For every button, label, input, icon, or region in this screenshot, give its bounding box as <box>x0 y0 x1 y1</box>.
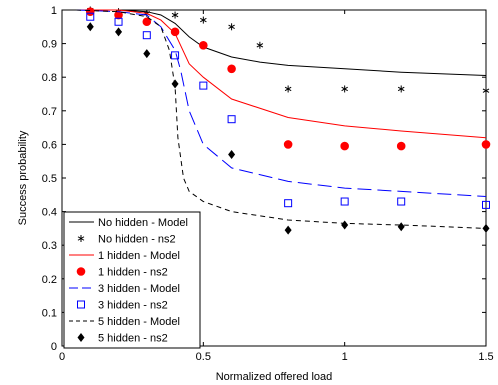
y-axis-label: Success probability <box>17 130 29 225</box>
y-tick-label: 0.7 <box>42 106 57 118</box>
y-tick-label: 0.6 <box>42 139 57 151</box>
legend-label: No hidden - ns2 <box>98 234 176 246</box>
data-point <box>171 28 179 36</box>
legend-label: 5 hidden - Model <box>98 316 180 328</box>
y-tick-label: 0.9 <box>42 39 57 51</box>
y-tick-label: 0.8 <box>42 72 57 84</box>
data-point <box>341 142 349 150</box>
y-tick-label: 0.3 <box>42 240 57 252</box>
y-tick-label: 1 <box>51 5 57 17</box>
y-tick-label: 0 <box>51 341 57 353</box>
x-tick-label: 1 <box>342 351 348 363</box>
legend-label: 1 hidden - Model <box>98 250 180 262</box>
x-tick-label: 0.5 <box>196 351 211 363</box>
y-tick-label: 0.5 <box>42 173 57 185</box>
y-tick-label: 0.4 <box>42 207 57 219</box>
legend-label: 3 hidden - Model <box>98 283 180 295</box>
legend-label: 1 hidden - ns2 <box>98 267 168 279</box>
data-point <box>200 41 208 49</box>
legend: No hidden - Model No hidden - ns2 1 hidden… <box>64 212 200 348</box>
x-tick-label: 1.5 <box>478 351 493 363</box>
data-point <box>228 65 236 73</box>
legend-marker-swatch <box>77 268 85 276</box>
data-point <box>482 141 490 149</box>
data-point <box>86 8 94 16</box>
legend-label: No hidden - Model <box>98 217 188 229</box>
data-point <box>284 141 292 149</box>
legend-label: 3 hidden - ns2 <box>98 300 168 312</box>
x-tick-label: 0 <box>59 351 65 363</box>
x-axis-label: Normalized offered load <box>216 371 333 383</box>
legend-label: 5 hidden - ns2 <box>98 333 168 345</box>
y-tick-label: 0.2 <box>42 274 57 286</box>
y-tick-label: 0.1 <box>42 307 57 319</box>
data-point <box>397 142 405 150</box>
